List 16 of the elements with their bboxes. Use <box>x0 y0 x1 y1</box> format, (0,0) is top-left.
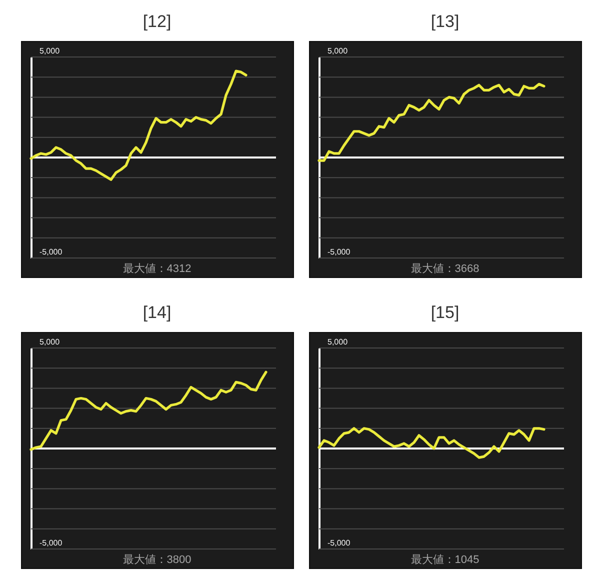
y-tick-label: 5,000 <box>328 46 348 56</box>
y-tick-label: 5,000 <box>328 338 348 346</box>
text: 最大値：1045 <box>410 553 480 566</box>
y-tick-label: 5,000 <box>40 46 60 56</box>
y-tick-label: -5,000 <box>40 538 63 548</box>
text: 最大値：3800 <box>122 553 192 566</box>
chart-title: [14] <box>142 303 172 322</box>
text: 最大値：3668 <box>410 262 480 275</box>
chart-title: [12] <box>142 12 172 31</box>
y-tick-label: -5,000 <box>40 248 63 256</box>
chart-title: [13] <box>430 12 460 31</box>
y-tick-label: -5,000 <box>328 538 351 548</box>
y-tick-label: 5,000 <box>40 338 60 346</box>
chart-title: [15] <box>430 303 460 322</box>
text: 最大値：4312 <box>122 262 192 275</box>
y-tick-label: -5,000 <box>328 248 351 256</box>
